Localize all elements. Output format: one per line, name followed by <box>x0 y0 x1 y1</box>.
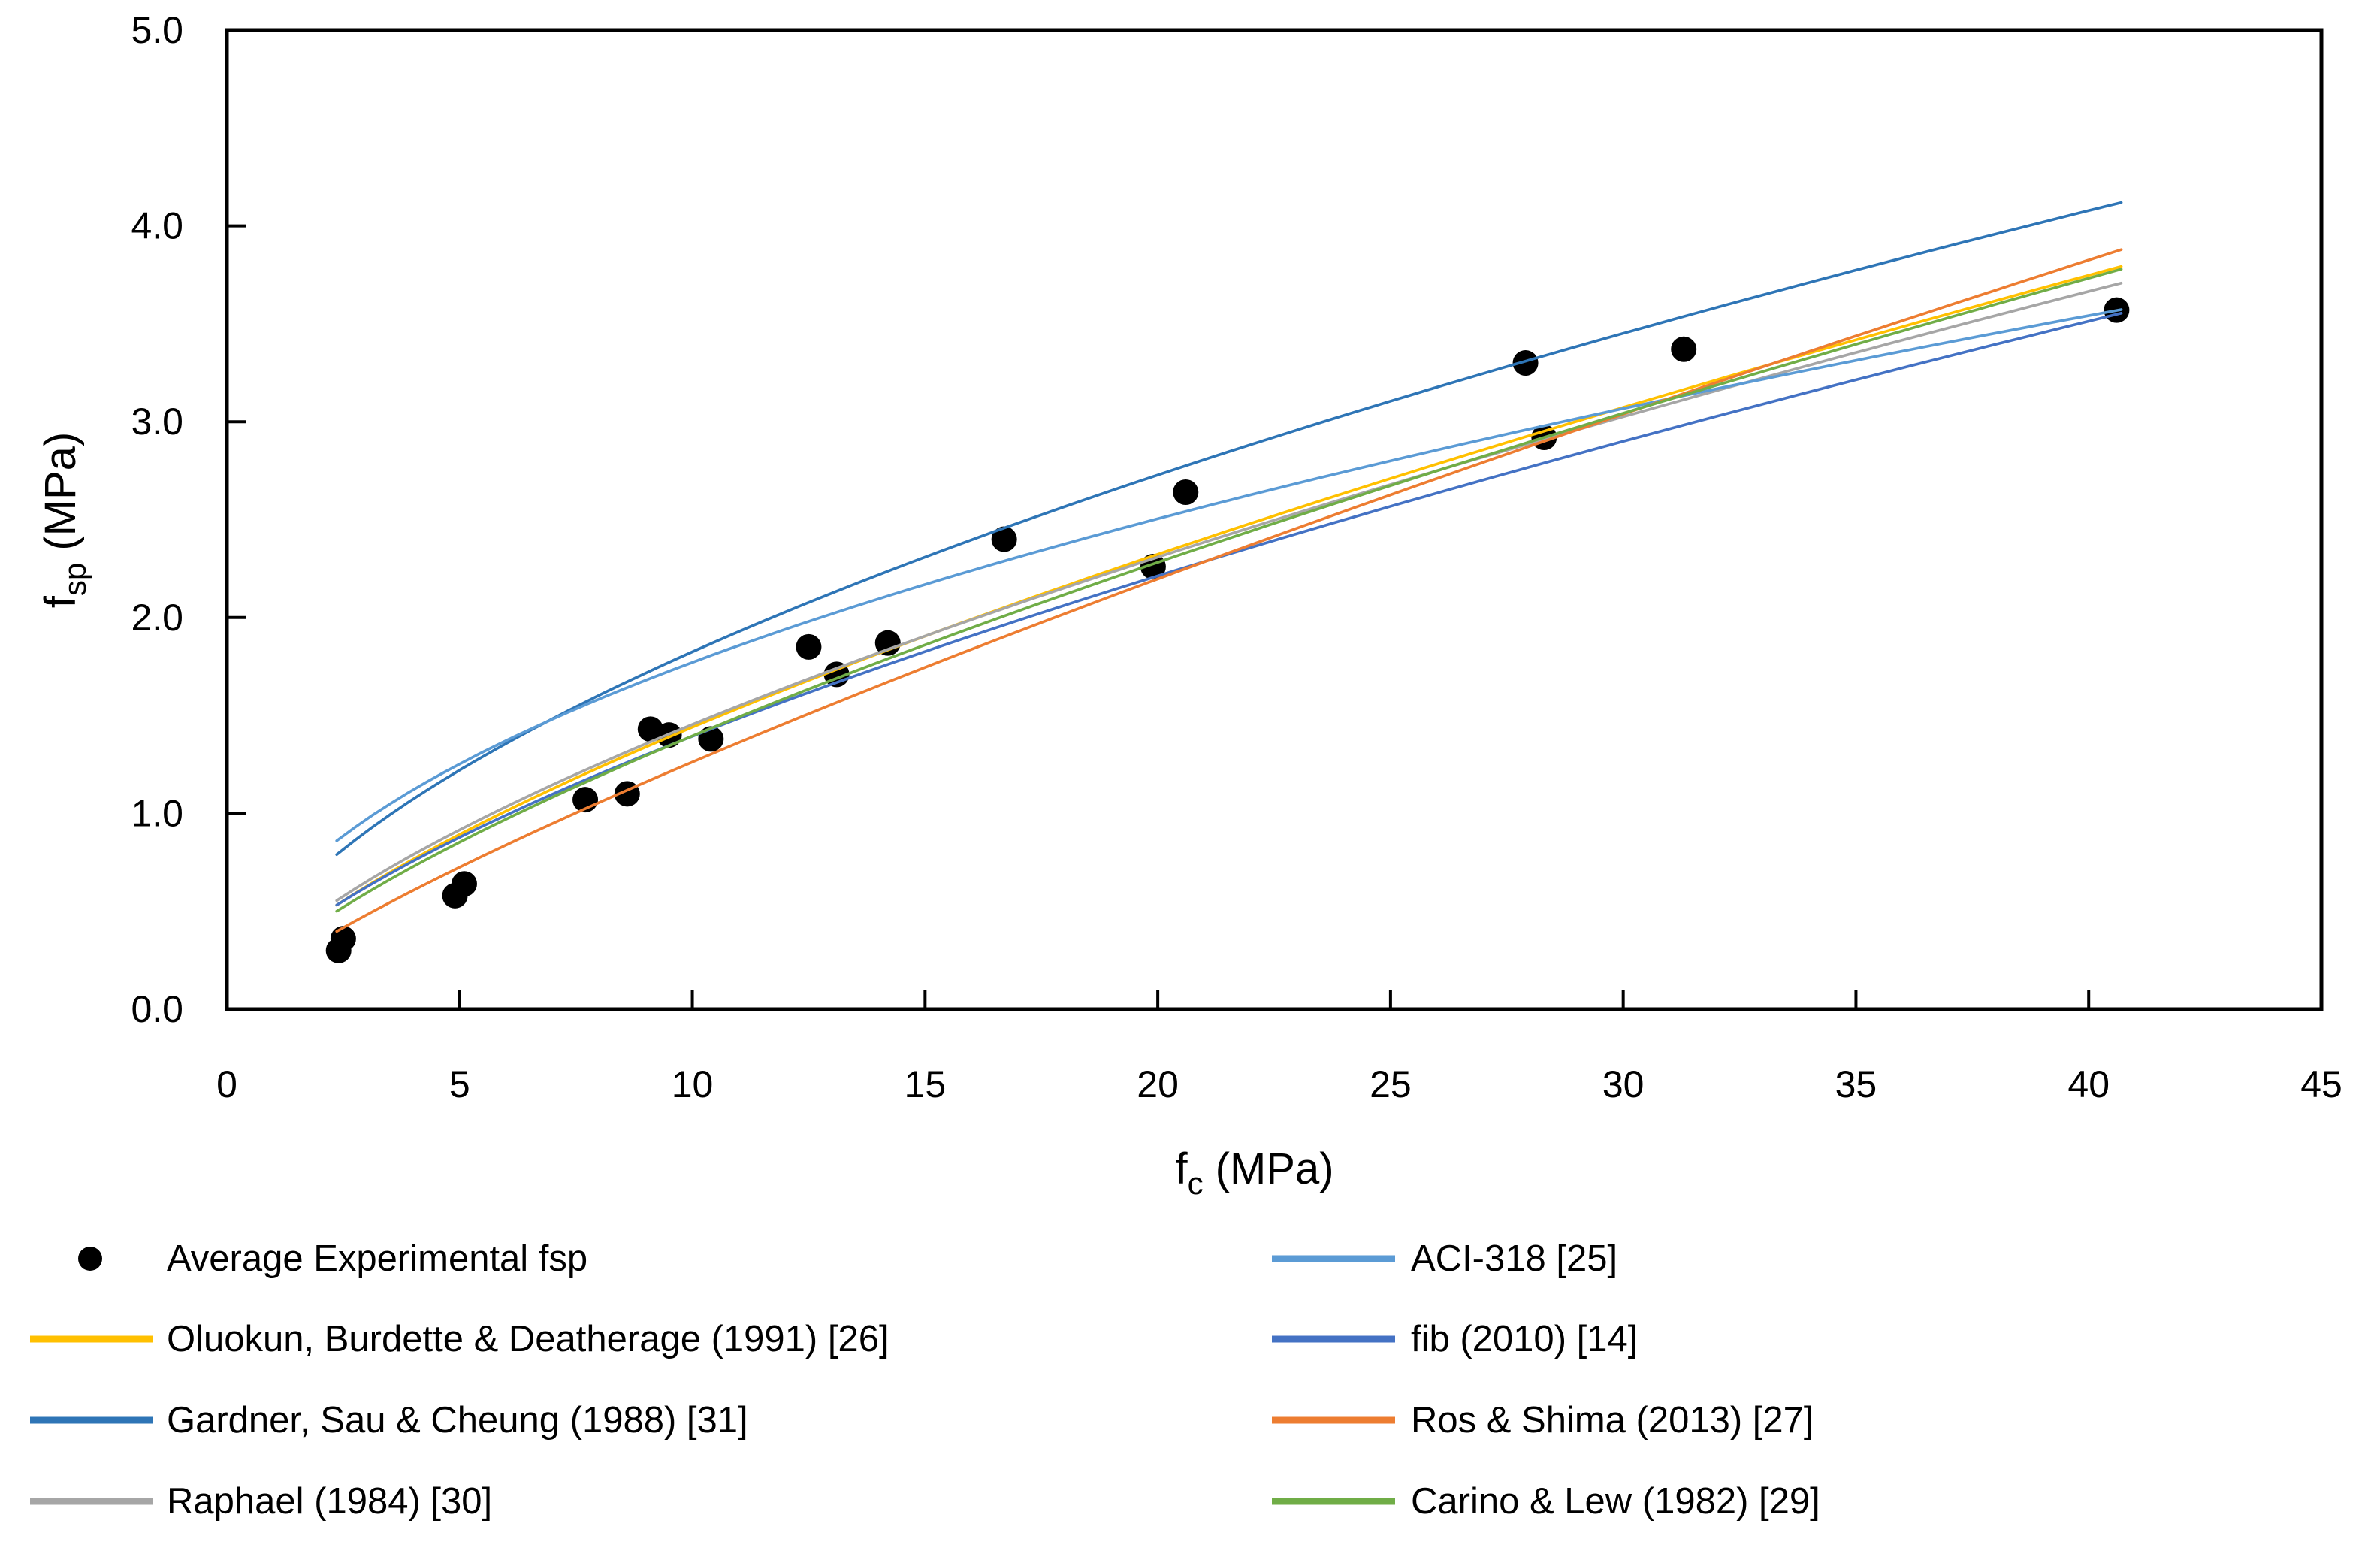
legend-label-aci318: ACI-318 [25] <box>1411 1238 1617 1279</box>
plot-frame <box>225 28 2324 1011</box>
y-axis-title: fsp (MPa) <box>36 432 92 608</box>
x-tick-label: 0 <box>216 1063 237 1105</box>
legend-marker-experimental-dot <box>78 1247 102 1271</box>
axis-tick-labels: 0 5 10 15 20 25 30 35 40 45 0.0 1.0 2.0 3.0 4.0 5.0 <box>131 9 2342 1105</box>
curve-Ros & Shima (2013) [27] <box>335 248 2123 933</box>
model-curves <box>335 201 2123 933</box>
curve-Gardner, Sau & Cheung (1988) [31] <box>335 201 2123 856</box>
x-tick-label: 35 <box>1835 1063 1877 1105</box>
y-tick-label: 2.0 <box>131 597 183 639</box>
experimental-point <box>451 871 477 897</box>
legend-label-carino-lew: Carino & Lew (1982) [29] <box>1411 1481 1820 1522</box>
curve-fib (2010) [14] <box>335 311 2123 907</box>
legend: Average Experimental fsp Oluokun, Burdet… <box>30 1238 1820 1522</box>
scatter-points <box>325 297 2130 963</box>
experimental-point <box>330 926 356 952</box>
x-axis-title: fc (MPa) <box>1175 1144 1333 1201</box>
curve-Raphael (1984) [30] <box>335 281 2123 902</box>
curve-Oluokun, Burdette & Deatherage (1991) [26] <box>335 265 2123 907</box>
experimental-point <box>874 630 901 656</box>
experimental-point <box>991 526 1017 552</box>
x-tick-label: 25 <box>1370 1063 1412 1105</box>
experimental-point <box>1173 479 1199 506</box>
experimental-point <box>796 633 822 660</box>
x-tick-label: 40 <box>2067 1063 2110 1105</box>
y-tick-label: 1.0 <box>131 792 183 834</box>
legend-label-gardner: Gardner, Sau & Cheung (1988) [31] <box>167 1400 748 1441</box>
legend-label-ros-shima: Ros & Shima (2013) [27] <box>1411 1400 1814 1441</box>
y-tick-label: 5.0 <box>131 9 183 51</box>
x-tick-label: 15 <box>905 1063 947 1105</box>
x-tick-label: 5 <box>449 1063 470 1105</box>
experimental-point <box>1512 350 1539 376</box>
legend-label-fib: fib (2010) [14] <box>1411 1319 1638 1359</box>
legend-label-raphael: Raphael (1984) [30] <box>167 1481 492 1522</box>
x-tick-label: 30 <box>1602 1063 1645 1105</box>
axis-ticks <box>227 224 2091 1009</box>
y-tick-label: 0.0 <box>131 988 183 1030</box>
x-tick-label: 10 <box>672 1063 714 1105</box>
x-tick-label: 20 <box>1137 1063 1179 1105</box>
legend-label-experimental: Average Experimental fsp <box>167 1238 587 1279</box>
curve-ACI-318 [25] <box>335 308 2123 842</box>
curve-Carino & Lew (1982) [29] <box>335 268 2123 913</box>
y-tick-label: 3.0 <box>131 401 183 443</box>
experimental-point <box>1671 336 1697 362</box>
legend-label-oluokun: Oluokun, Burdette & Deatherage (1991) [2… <box>167 1319 889 1359</box>
x-tick-label: 45 <box>2300 1063 2342 1105</box>
y-tick-label: 4.0 <box>131 205 183 247</box>
